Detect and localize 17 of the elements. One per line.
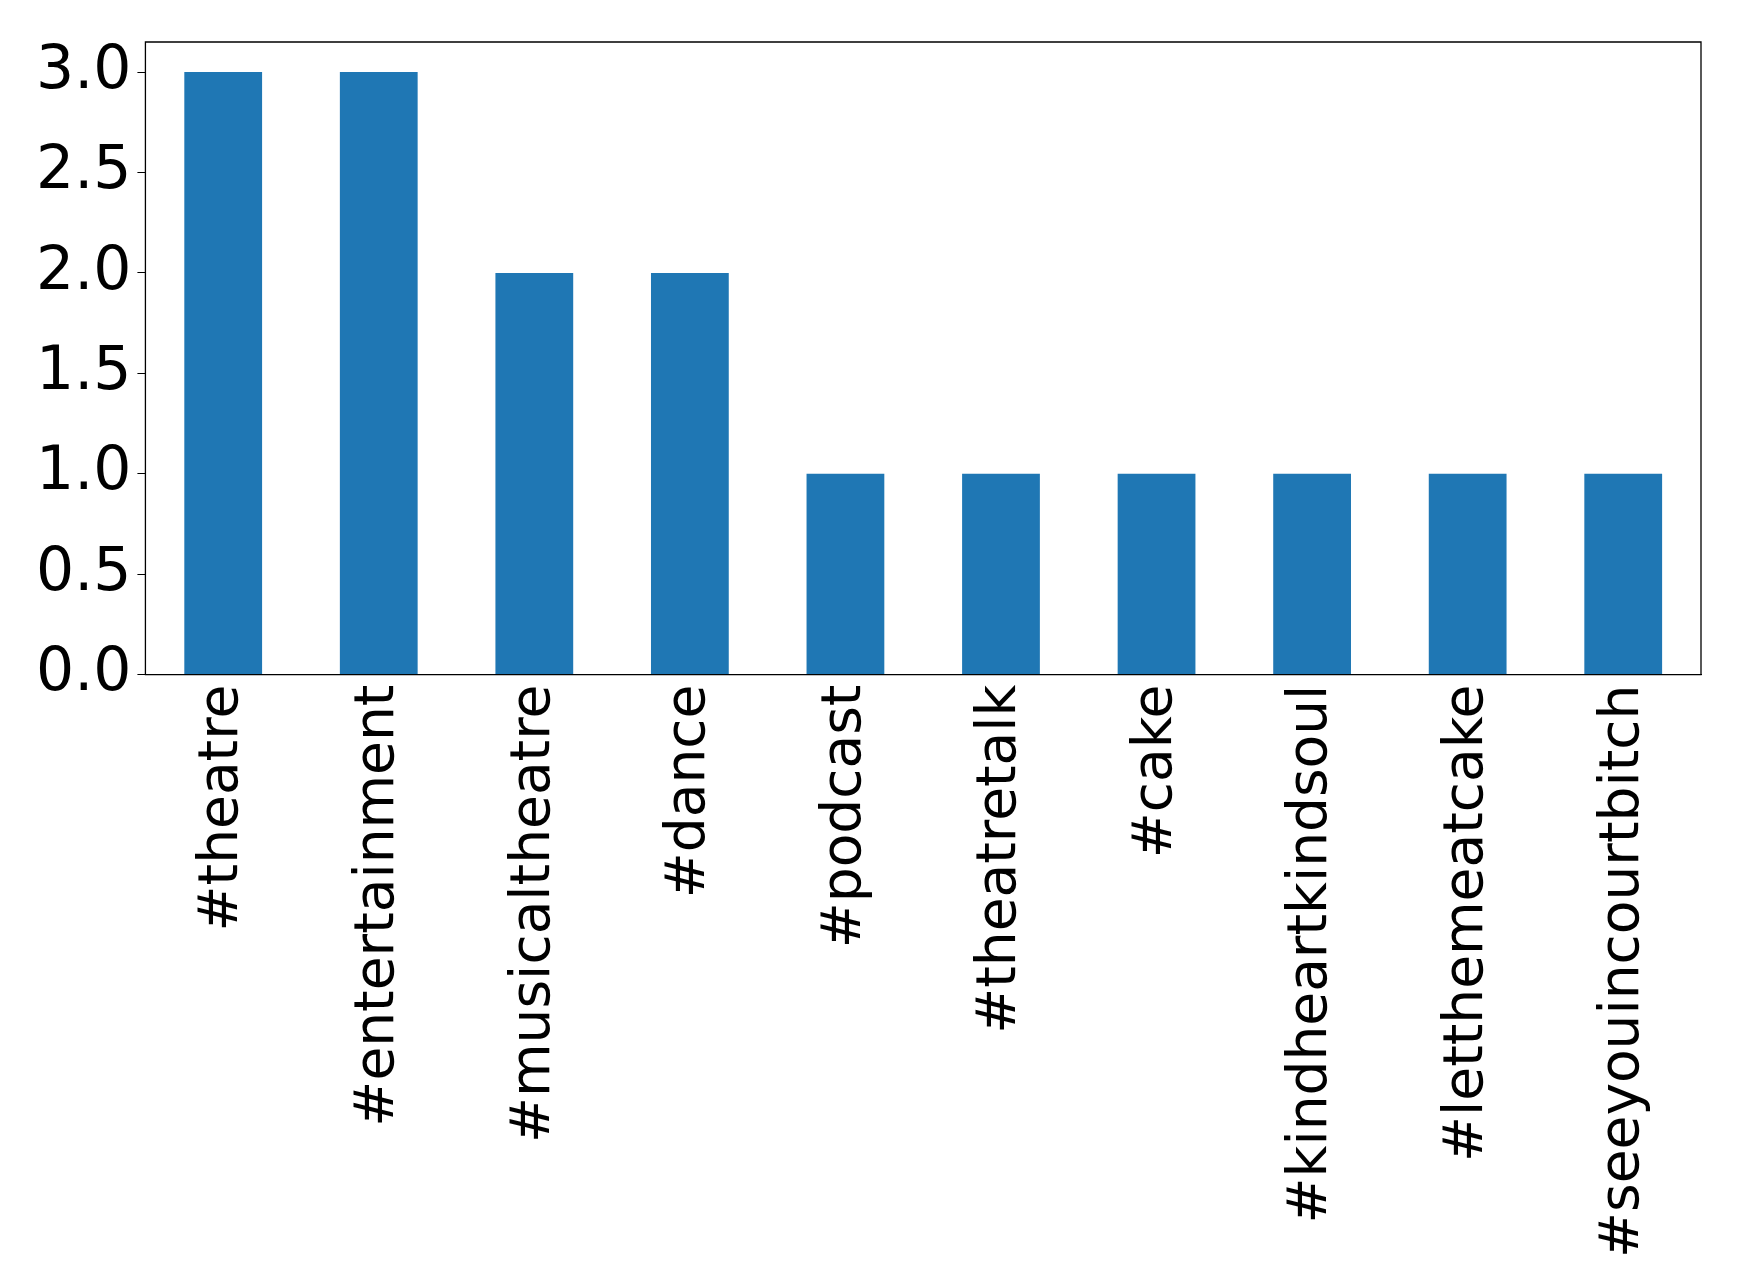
y-tick-label: 1.5 — [36, 332, 132, 403]
x-tick-label: #entertainment — [342, 684, 407, 1127]
y-tick-label: 1.0 — [36, 433, 132, 504]
x-tick-label: #kindheartkindsoul — [1275, 684, 1340, 1224]
y-tick-label: 0.5 — [36, 533, 132, 604]
x-tick-label: #dance — [653, 684, 718, 899]
x-tick-label: #theatretalk — [964, 684, 1029, 1034]
x-tick-label: #seeyouincourtbitch — [1586, 684, 1651, 1259]
y-tick-label: 0.0 — [36, 634, 132, 705]
x-tick-label: #theatre — [186, 684, 251, 932]
y-tick-label: 2.0 — [36, 232, 132, 303]
x-tick-label: #musicaltheatre — [497, 684, 562, 1144]
x-tick-label: #cake — [1119, 684, 1184, 859]
y-tick-label: 3.0 — [36, 31, 132, 102]
x-tick-label: #letthemeatcake — [1430, 684, 1495, 1162]
x-tick-label: #podcast — [808, 684, 873, 949]
y-tick-label: 2.5 — [36, 132, 132, 203]
